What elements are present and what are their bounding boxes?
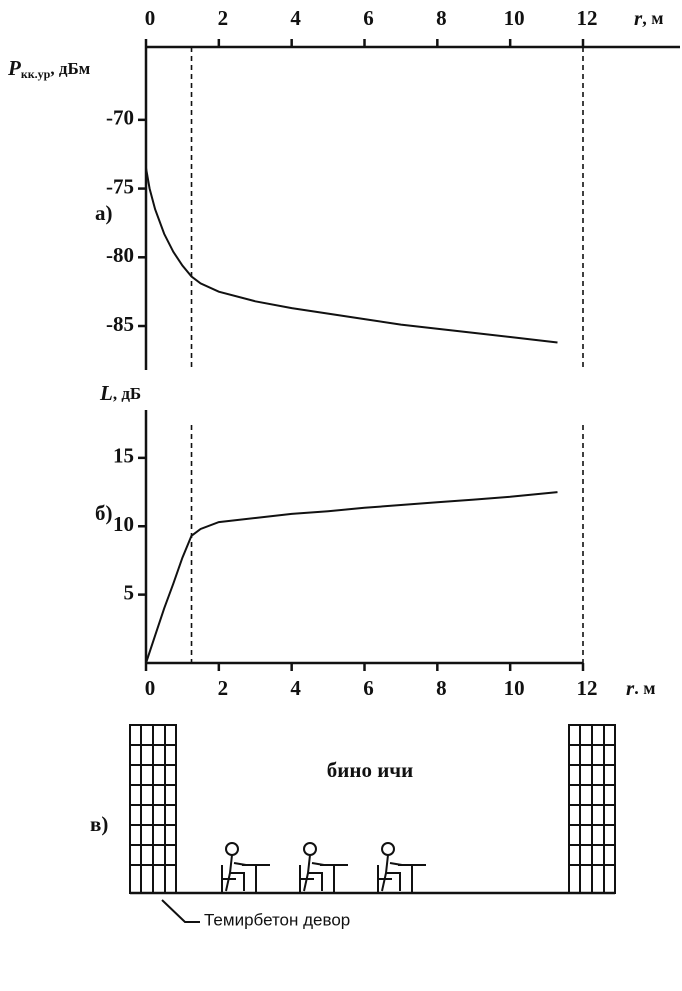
y-label-symbol: L — [99, 381, 113, 405]
student-desk — [371, 842, 427, 894]
x-tick-label: 2 — [218, 676, 229, 700]
y-label-subscript: кк.ур — [21, 67, 51, 81]
x-axis-label: r, м — [634, 6, 663, 30]
panel-label: а) — [95, 201, 113, 225]
y-tick-label: -85 — [106, 312, 134, 336]
x-tick-label: 12 — [577, 676, 598, 700]
x-tick-label: 4 — [290, 676, 301, 700]
x-tick-label: 6 — [363, 6, 374, 30]
x-tick-label: 6 — [363, 676, 374, 700]
wall-label: Темирбетон девор — [204, 910, 350, 929]
student-desk — [215, 842, 271, 894]
leader-line — [161, 899, 200, 923]
panel-label: б) — [95, 501, 113, 525]
x-label-symbol: r — [626, 676, 635, 700]
y-label-unit: , дБ — [113, 384, 141, 403]
chart: 0 2 4 6 8 10 12 15 10 5 б) L, дБ r. м — [95, 381, 655, 700]
x-tick-label: 12 — [577, 6, 598, 30]
y-label-symbol: P — [7, 56, 21, 80]
data-line — [145, 491, 558, 664]
room-label: бино ичи — [327, 758, 414, 782]
y-tick-label: -80 — [106, 243, 134, 267]
x-tick-label: 8 — [436, 676, 447, 700]
wall-right — [568, 724, 616, 894]
y-tick-label: -70 — [106, 106, 134, 130]
y-axis-label: Pкк.ур, дБм — [7, 56, 91, 81]
y-label-unit: , дБм — [50, 59, 90, 78]
y-tick-label: -75 — [106, 174, 134, 198]
y-tick-label: 5 — [124, 580, 135, 604]
y-tick-label: 10 — [113, 512, 134, 536]
y-axis-label: L, дБ — [99, 381, 141, 405]
panel-label: в) — [90, 812, 108, 836]
x-tick-label: 8 — [436, 6, 447, 30]
x-label-symbol: r — [634, 6, 643, 30]
diagram: в) бино ичи Темирбетон девор — [90, 724, 616, 929]
x-axis-label: r. м — [626, 676, 655, 700]
student-desk — [293, 842, 349, 894]
chart: 0 2 4 6 8 10 12 -70 -75 -80 -85 а) Pкк.ур, дБм r, м — [7, 6, 680, 370]
x-tick-label: 10 — [504, 6, 525, 30]
x-label-unit: , м — [642, 8, 663, 28]
data-line — [145, 167, 558, 344]
x-label-unit: . м — [634, 678, 655, 698]
x-tick-label: 4 — [290, 6, 301, 30]
wall-left — [129, 724, 177, 894]
x-tick-label: 0 — [145, 6, 156, 30]
y-tick-label: 15 — [113, 444, 134, 468]
x-tick-label: 2 — [218, 6, 229, 30]
x-tick-label: 10 — [504, 676, 525, 700]
x-tick-label: 0 — [145, 676, 156, 700]
